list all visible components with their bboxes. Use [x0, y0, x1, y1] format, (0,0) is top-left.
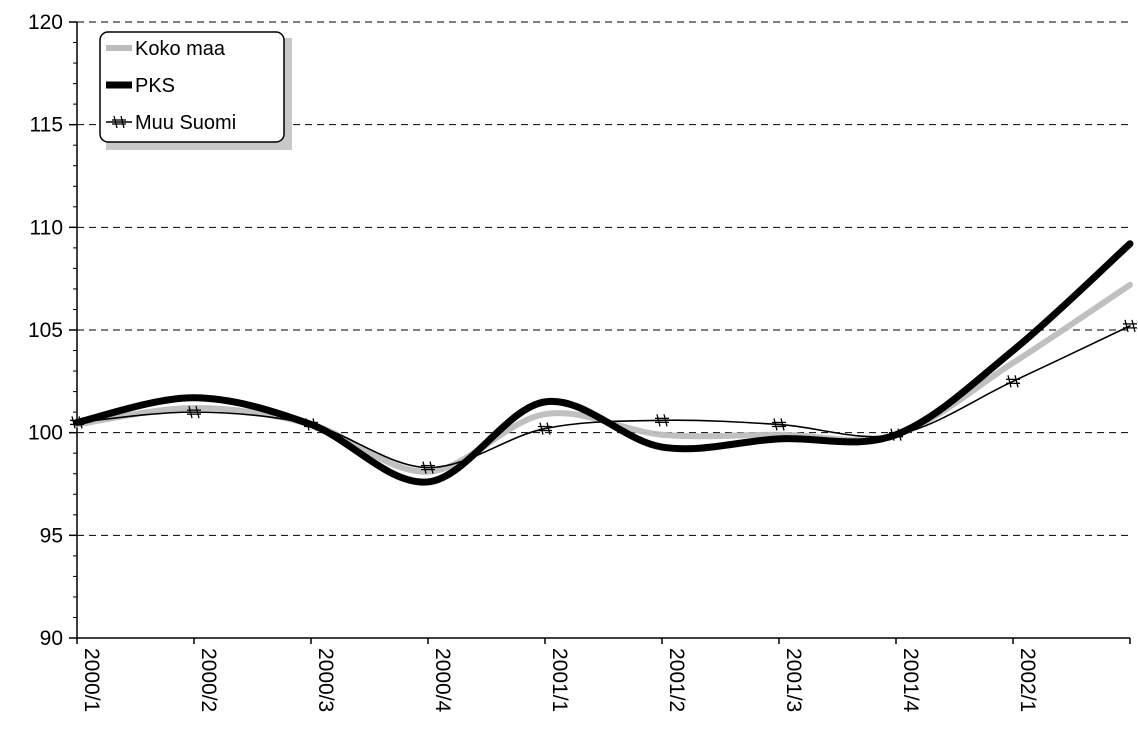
- x-tick-label: 2001/4: [899, 648, 922, 713]
- y-axis-ticks: 90 95 100 105 110 115 120: [28, 11, 77, 650]
- data-point-muu-suomi: [421, 461, 435, 474]
- legend: Koko maa PKS Muu Suomi: [99, 31, 292, 150]
- y-tick-label: 90: [40, 627, 63, 650]
- legend-item-pks: PKS: [106, 75, 175, 97]
- x-tick-label: 2002/2: [1133, 648, 1138, 712]
- x-tick-label: 2000/3: [314, 648, 337, 712]
- data-point-muu-suomi: [655, 414, 669, 427]
- x-tick-label: 2000/1: [80, 648, 103, 712]
- legend-item-koko-maa: Koko maa: [106, 38, 226, 60]
- series-line-muu-suomi: [76, 325, 1131, 469]
- legend-label: PKS: [135, 75, 175, 97]
- legend-label: Muu Suomi: [135, 112, 236, 134]
- data-point-muu-suomi: [889, 428, 903, 441]
- x-axis-ticks: 2000/1 2000/2 2000/3 2000/4 2001/1 2001/2 2001…: [76, 638, 1138, 713]
- data-point-muu-suomi: [1123, 319, 1137, 333]
- legend-label: Koko maa: [135, 38, 226, 60]
- legend-box: [99, 31, 285, 143]
- data-point-muu-suomi: [538, 422, 552, 435]
- data-point-muu-suomi: [304, 418, 318, 431]
- x-tick-label: 2000/4: [431, 648, 454, 713]
- gridlines: [77, 21, 1130, 536]
- data-point-muu-suomi: [772, 418, 786, 431]
- y-tick-label: 105: [28, 319, 63, 342]
- y-tick-label: 110: [30, 216, 63, 239]
- data-point-muu-suomi: [1006, 375, 1020, 388]
- series-line-koko-maa: [74, 281, 1133, 475]
- x-tick-label: 2001/1: [548, 648, 571, 712]
- x-tick-label: 2001/2: [665, 648, 688, 712]
- y-tick-label: 100: [28, 422, 63, 445]
- y-tick-label: 95: [40, 524, 63, 547]
- data-point-muu-suomi: [187, 405, 201, 419]
- x-tick-label: 2000/2: [197, 648, 220, 712]
- series-lines: [70, 240, 1137, 486]
- y-tick-label: 115: [30, 114, 63, 137]
- legend-item-muu-suomi: Muu Suomi: [106, 112, 236, 134]
- data-point-muu-suomi: [70, 416, 84, 429]
- x-tick-label: 2001/3: [782, 648, 805, 712]
- series-line-pks: [73, 240, 1134, 486]
- y-tick-label: 120: [28, 11, 63, 34]
- x-tick-label: 2002/1: [1016, 648, 1039, 712]
